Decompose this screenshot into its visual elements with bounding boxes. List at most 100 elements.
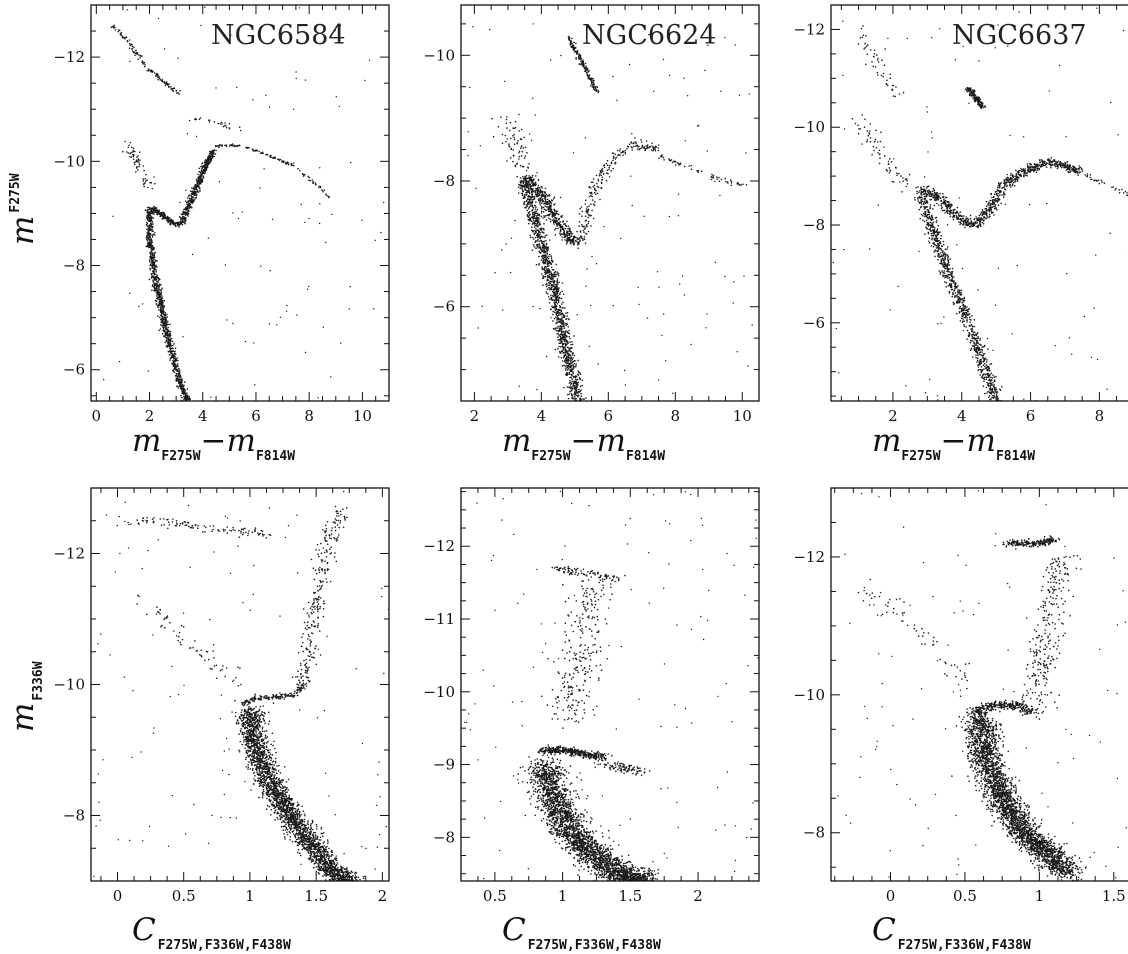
star-point	[584, 70, 587, 72]
star-point	[542, 217, 544, 219]
star-point	[189, 203, 192, 206]
star-point	[166, 316, 168, 318]
star-point	[505, 122, 508, 125]
star-point	[562, 335, 565, 338]
star-point	[159, 306, 162, 309]
star-point	[113, 24, 115, 27]
star-point	[558, 281, 560, 284]
star-point	[543, 266, 546, 268]
star-point	[562, 349, 564, 352]
star-point	[594, 86, 597, 88]
star-point	[181, 380, 183, 382]
star-point	[548, 275, 551, 278]
star-point	[574, 376, 577, 379]
star-point	[525, 174, 528, 177]
star-point	[569, 379, 571, 382]
star-point	[214, 153, 217, 155]
star-point	[532, 213, 534, 216]
star-point	[555, 227, 557, 230]
star-point	[560, 345, 562, 348]
star-point	[534, 222, 537, 225]
star-point	[183, 216, 186, 218]
star-point	[568, 393, 571, 395]
star-point	[533, 195, 536, 198]
star-point	[549, 205, 551, 207]
star-point	[155, 303, 158, 305]
star-point	[671, 161, 674, 164]
axis-ticks	[461, 5, 760, 402]
star-point	[582, 65, 584, 67]
star-point	[570, 343, 572, 346]
star-point	[148, 238, 150, 241]
star-point	[128, 47, 131, 49]
star-point	[176, 365, 178, 368]
star-point	[149, 260, 151, 263]
star-point	[139, 57, 141, 59]
star-point	[128, 144, 130, 147]
star-point	[155, 271, 157, 273]
star-point	[520, 128, 523, 131]
star-point	[536, 225, 538, 228]
star-point	[523, 136, 525, 139]
star-point	[585, 210, 587, 213]
star-point	[170, 357, 172, 359]
star-point	[534, 192, 537, 194]
star-point	[531, 190, 534, 192]
star-point	[168, 345, 170, 347]
star-point	[518, 113, 520, 116]
star-point	[570, 392, 573, 395]
star-point	[537, 247, 539, 249]
star-point	[157, 315, 159, 317]
star-point	[180, 213, 183, 215]
star-point	[559, 314, 561, 316]
star-point	[150, 248, 152, 250]
star-point	[138, 305, 140, 308]
star-point	[577, 402, 579, 404]
star-point	[599, 170, 602, 172]
star-point	[188, 199, 191, 202]
star-point	[574, 384, 576, 387]
star-point	[528, 222, 530, 225]
star-point	[149, 207, 151, 210]
star-point	[231, 143, 234, 145]
star-point	[554, 293, 556, 296]
star-point	[556, 273, 559, 275]
star-point	[938, 242, 940, 244]
star-point	[195, 196, 197, 199]
star-point	[573, 51, 576, 53]
star-point	[198, 118, 201, 121]
star-point	[540, 207, 543, 210]
star-point	[588, 77, 591, 79]
star-point	[152, 272, 154, 275]
star-point	[602, 173, 605, 175]
star-point	[532, 221, 535, 224]
star-point	[553, 196, 556, 198]
star-point	[592, 217, 595, 220]
star-point	[724, 275, 726, 278]
star-point	[919, 217, 921, 220]
star-point	[545, 214, 547, 217]
star-point	[575, 240, 577, 243]
star-point	[148, 217, 151, 219]
star-point	[567, 354, 570, 356]
star-point	[553, 208, 555, 211]
star-point	[161, 287, 163, 290]
star-point	[543, 268, 545, 270]
star-point	[202, 165, 205, 167]
star-point	[532, 215, 535, 218]
star-point	[557, 333, 560, 335]
star-point	[153, 205, 155, 208]
star-point	[293, 164, 295, 167]
star-point	[143, 169, 145, 172]
star-point	[592, 203, 595, 205]
star-point	[545, 248, 548, 251]
star-point	[597, 186, 600, 189]
star-point	[561, 215, 563, 217]
star-point	[151, 223, 153, 226]
star-point	[166, 82, 169, 85]
star-point	[164, 82, 167, 85]
star-point	[481, 305, 483, 308]
star-point	[560, 297, 563, 300]
star-point	[161, 300, 163, 303]
star-point	[544, 259, 547, 262]
